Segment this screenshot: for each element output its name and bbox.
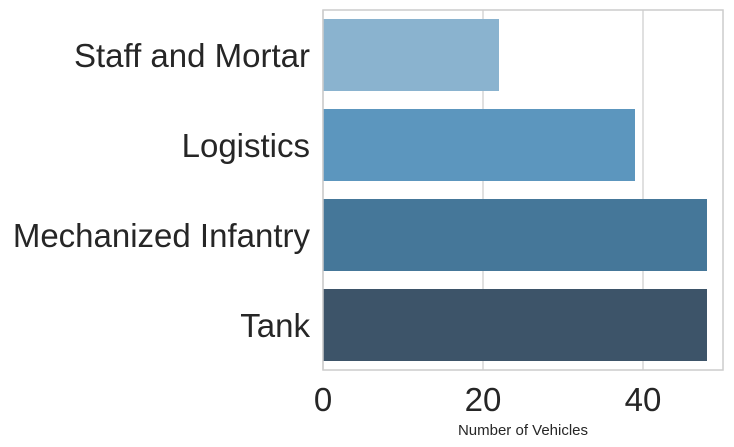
x-tick-label: 20 bbox=[465, 381, 502, 418]
bar bbox=[323, 199, 707, 271]
plot-frame bbox=[322, 9, 724, 371]
x-tick-label: 0 bbox=[314, 381, 332, 418]
x-tick-labels: 0 20 40 bbox=[314, 381, 662, 418]
category-label: Mechanized Infantry bbox=[13, 217, 311, 254]
bar bbox=[323, 289, 707, 361]
bar bbox=[323, 109, 635, 181]
x-tick-label: 40 bbox=[625, 381, 662, 418]
x-axis-title: Number of Vehicles bbox=[458, 422, 588, 439]
category-label: Staff and Mortar bbox=[74, 37, 310, 74]
bar bbox=[323, 19, 499, 91]
category-label: Tank bbox=[240, 307, 310, 344]
category-label: Logistics bbox=[182, 127, 310, 164]
bars bbox=[323, 19, 707, 361]
category-labels: Staff and Mortar Logistics Mechanized Infa… bbox=[13, 37, 311, 344]
